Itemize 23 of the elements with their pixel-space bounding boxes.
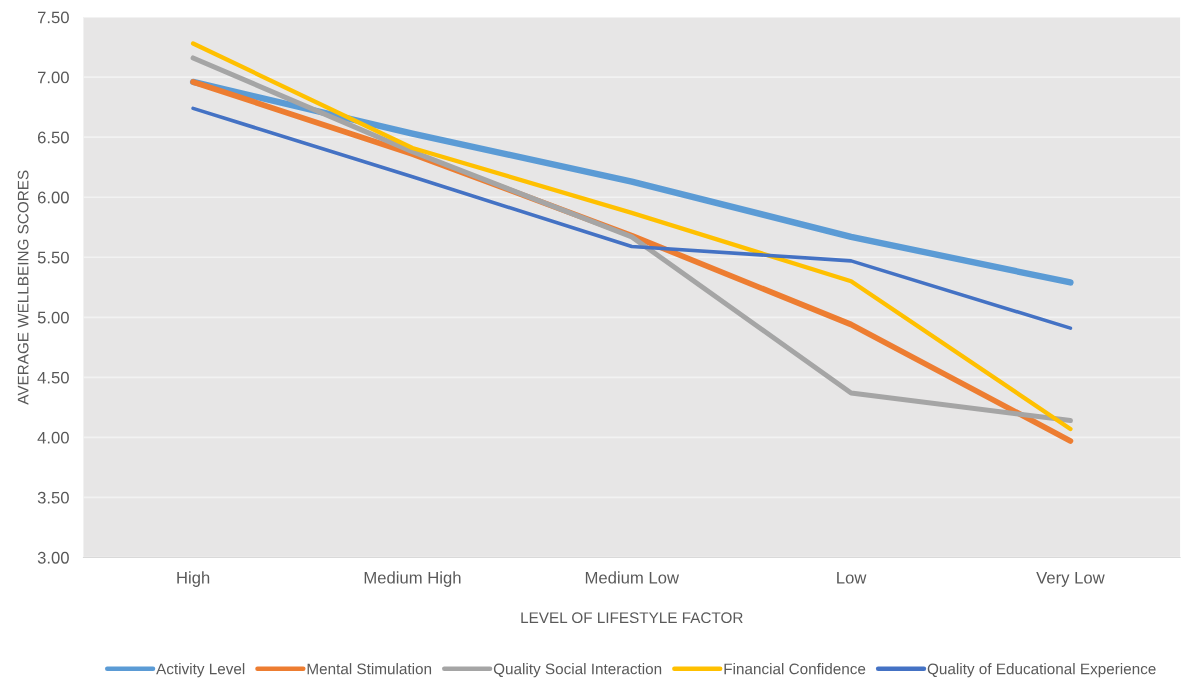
y-tick-label: 5.50 [37, 251, 69, 264]
y-tick-label: 7.50 [37, 11, 69, 24]
x-tick-label: Low [837, 571, 867, 584]
legend-label: Activity Level [156, 663, 245, 678]
y-tick-label: 4.50 [37, 371, 69, 384]
legend-label: Quality Social Interaction [493, 663, 662, 678]
x-tick-label: Very Low [1036, 571, 1105, 587]
y-tick-label: 3.50 [37, 491, 69, 504]
x-axis-title: LEVEL OF LIFESTYLE FACTOR [521, 612, 743, 624]
x-tick-label: High [177, 571, 210, 587]
y-tick-label: 4.00 [37, 431, 69, 444]
legend-label: Mental Stimulation [307, 663, 432, 675]
y-tick-label: 5.00 [37, 311, 69, 324]
x-tick-label: Medium Low [585, 571, 680, 584]
y-tick-label: 6.00 [37, 191, 69, 204]
y-axis-title: AVERAGE WELLBEING SCORES [17, 170, 29, 405]
legend-label: Financial Confidence [724, 663, 866, 675]
y-tick-label: 6.50 [37, 131, 69, 144]
y-tick-label: 3.00 [37, 551, 69, 564]
y-tick-label: 7.00 [37, 71, 69, 84]
x-tick-label: Medium High [364, 571, 461, 587]
line-series [191, 106, 1073, 330]
legend-label: Quality of Educational Experience [927, 663, 1156, 678]
